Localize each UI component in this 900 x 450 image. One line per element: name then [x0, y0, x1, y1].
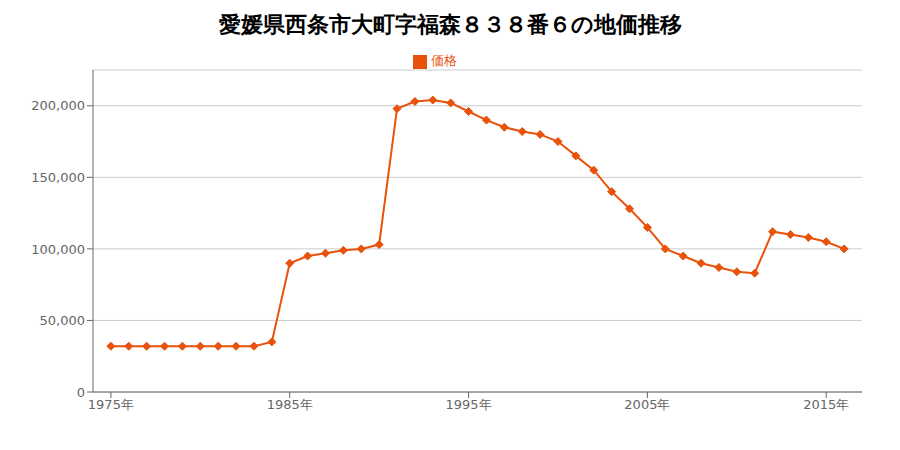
svg-text:1975年: 1975年 — [88, 397, 134, 412]
svg-text:1995年: 1995年 — [446, 397, 492, 412]
svg-text:100,000: 100,000 — [31, 242, 85, 257]
svg-text:0: 0 — [77, 385, 85, 400]
svg-text:2005年: 2005年 — [624, 397, 670, 412]
svg-text:1985年: 1985年 — [267, 397, 313, 412]
svg-text:2015年: 2015年 — [803, 397, 849, 412]
svg-text:150,000: 150,000 — [31, 170, 85, 185]
svg-text:50,000: 50,000 — [40, 313, 86, 328]
html-text:愛媛県西条市大町字福森８３８番６の地価推移: 愛媛県西条市大町字福森８３８番６の地価推移 — [218, 12, 682, 37]
html-text:価格: 価格 — [431, 53, 457, 68]
svg-text:200,000: 200,000 — [31, 98, 85, 113]
